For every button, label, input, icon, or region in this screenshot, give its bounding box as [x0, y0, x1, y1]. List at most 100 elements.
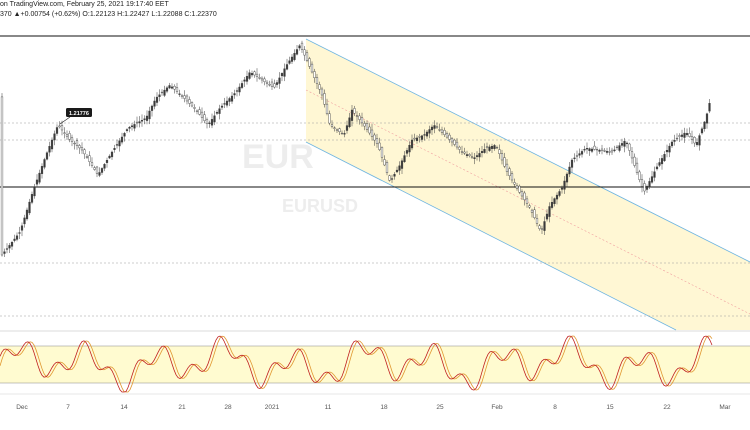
- candle-body: [588, 148, 591, 152]
- candle-body: [458, 146, 461, 150]
- candle-body: [233, 93, 236, 96]
- candle-body: [375, 138, 379, 144]
- candle-body: [95, 166, 99, 174]
- candle-body: [653, 171, 656, 178]
- candle-body: [605, 151, 609, 153]
- candle-body: [498, 149, 501, 155]
- candle-body: [195, 110, 199, 112]
- candle-body: [105, 159, 109, 163]
- candle-body: [318, 84, 321, 90]
- candle-body: [643, 183, 646, 192]
- candle-body: [258, 77, 261, 79]
- candle-body: [363, 123, 366, 127]
- candle-body: [470, 156, 474, 158]
- candle-body: [400, 160, 404, 169]
- candle-body: [613, 149, 616, 151]
- x-tick-label: Feb: [491, 404, 503, 411]
- candle-body: [343, 133, 346, 135]
- candle-body: [148, 110, 151, 120]
- candle-body: [405, 150, 409, 154]
- candle-body: [628, 143, 631, 151]
- candle-body: [680, 134, 684, 137]
- x-tick-label: 25: [436, 404, 444, 411]
- x-tick-label: 15: [606, 404, 614, 411]
- candlestick-series: [0, 40, 711, 257]
- candle-body: [523, 192, 526, 200]
- candle-body: [698, 135, 701, 146]
- candle-body: [525, 198, 529, 204]
- candle-body: [683, 132, 686, 138]
- candle-body: [180, 95, 184, 97]
- candle-body: [688, 133, 691, 137]
- candle-body: [670, 141, 674, 147]
- candle-body: [150, 105, 154, 111]
- candle-body: [663, 154, 666, 161]
- symbol-watermark: EUR: [242, 138, 314, 176]
- candle-body: [468, 154, 471, 156]
- candle-body: [360, 117, 364, 124]
- candle-body: [443, 130, 446, 135]
- candle-body: [10, 241, 14, 247]
- candle-body: [348, 117, 351, 128]
- candle-body: [598, 149, 601, 152]
- candle-body: [200, 111, 204, 118]
- candle-body: [615, 146, 619, 149]
- candle-body: [563, 180, 566, 190]
- candle-body: [455, 141, 459, 148]
- candle-body: [260, 77, 264, 81]
- channel-lower-line[interactable]: [305, 141, 677, 331]
- candle-body: [25, 209, 29, 220]
- candle-body: [700, 128, 704, 134]
- candle-body: [595, 148, 599, 151]
- candle-body: [128, 126, 131, 129]
- candle-body: [423, 134, 426, 136]
- candle-body: [578, 153, 581, 156]
- candle-body: [273, 83, 276, 88]
- candle-body: [415, 137, 419, 141]
- candle-body: [3, 251, 6, 254]
- candle-body: [673, 139, 676, 142]
- candle-body: [403, 155, 406, 163]
- candle-body: [530, 209, 534, 213]
- candle-body: [573, 157, 576, 159]
- candle-body: [168, 85, 171, 89]
- candle-body: [65, 134, 69, 137]
- candle-body: [255, 73, 259, 77]
- candle-body: [408, 144, 411, 153]
- candle-body: [590, 148, 594, 152]
- candle-body: [368, 126, 371, 134]
- candle-body: [448, 134, 451, 140]
- candle-body: [495, 146, 499, 149]
- candle-body: [678, 135, 681, 137]
- candle-body: [623, 141, 626, 147]
- candle-body: [138, 121, 141, 124]
- candle-body: [100, 168, 104, 173]
- channel-upper-line[interactable]: [305, 38, 750, 263]
- candle-body: [703, 121, 706, 130]
- candle-body: [585, 147, 589, 150]
- candle-body: [30, 194, 34, 203]
- candle-body: [358, 115, 361, 120]
- candle-body: [113, 148, 116, 150]
- x-axis: Dec 7 14 21 28 2021 11 18 25 Feb 8 15 22 Mar: [16, 404, 731, 411]
- candle-body: [283, 68, 286, 77]
- candle-body: [555, 194, 559, 200]
- candle-body: [335, 129, 339, 131]
- symbol-watermark-sub: EURUSD: [282, 196, 358, 216]
- candle-body: [268, 84, 271, 86]
- candle-body: [315, 77, 319, 84]
- candle-body: [413, 137, 416, 140]
- candle-body: [328, 113, 331, 124]
- candle-body: [143, 118, 146, 120]
- candle-body: [85, 156, 89, 159]
- candle-body: [350, 109, 354, 121]
- candle-body: [463, 151, 466, 154]
- candle-body: [125, 129, 129, 131]
- candle-body: [520, 191, 524, 197]
- candle-body: [620, 143, 624, 146]
- candle-body: [83, 149, 86, 155]
- candle-body: [353, 108, 356, 114]
- candle-body: [225, 100, 229, 106]
- candle-body: [220, 105, 224, 108]
